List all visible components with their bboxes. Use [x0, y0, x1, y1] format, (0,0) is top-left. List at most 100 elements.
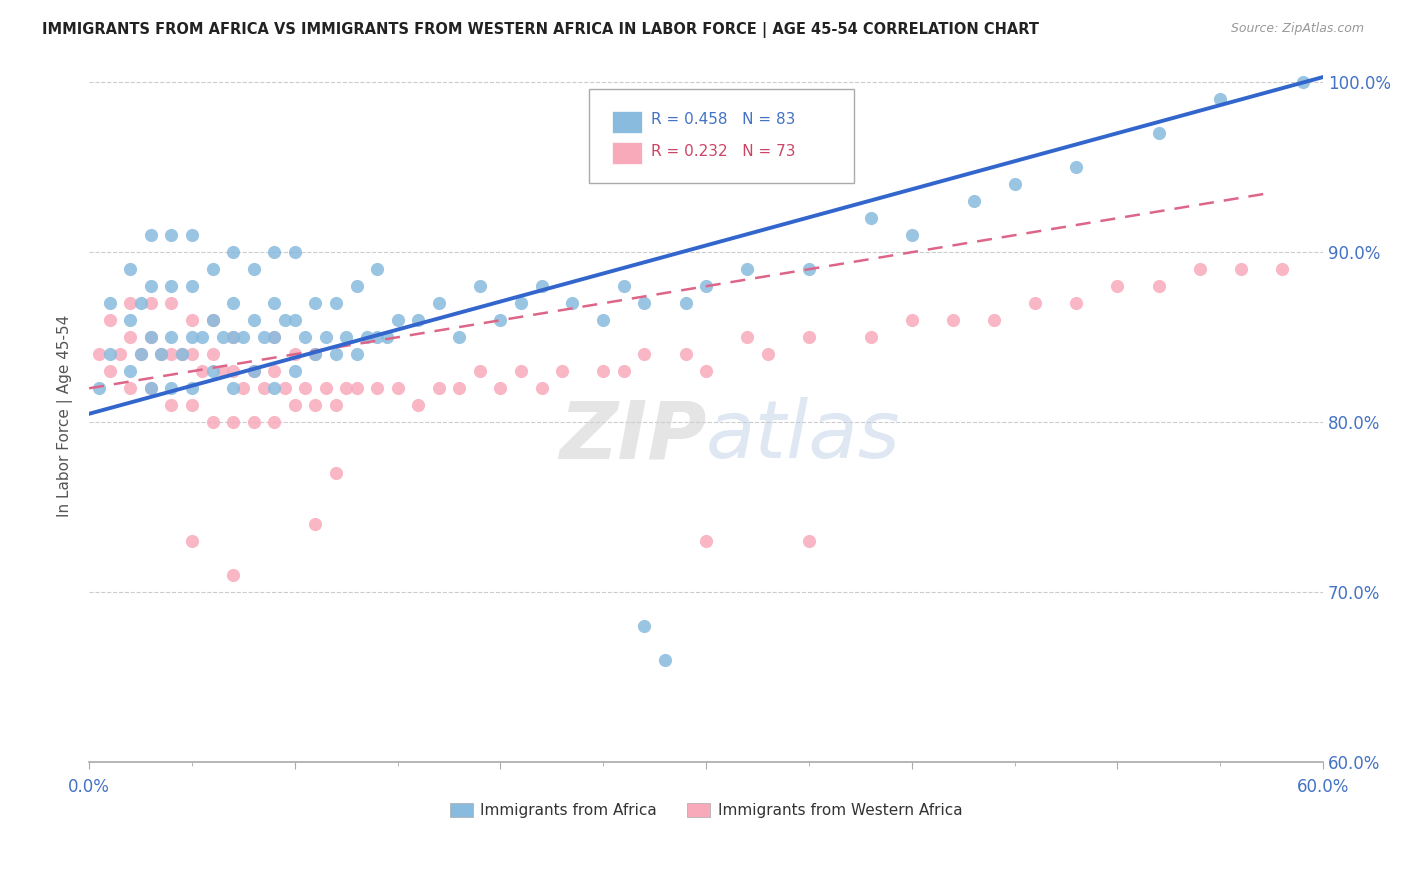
- Point: [695, 534, 717, 549]
- Point: [1066, 296, 1088, 310]
- Point: [304, 398, 326, 412]
- Point: [139, 381, 162, 395]
- Text: atlas: atlas: [706, 397, 901, 475]
- Point: [150, 347, 173, 361]
- Point: [191, 330, 214, 344]
- Legend: Immigrants from Africa, Immigrants from Western Africa: Immigrants from Africa, Immigrants from …: [443, 797, 969, 824]
- Point: [222, 568, 245, 582]
- Point: [633, 347, 655, 361]
- Point: [120, 330, 142, 344]
- Point: [387, 313, 409, 327]
- Point: [675, 347, 697, 361]
- Point: [160, 279, 183, 293]
- Point: [489, 381, 512, 395]
- Point: [294, 330, 316, 344]
- Point: [160, 296, 183, 310]
- Point: [263, 381, 285, 395]
- Point: [613, 279, 636, 293]
- Point: [181, 347, 204, 361]
- Point: [377, 330, 399, 344]
- Point: [346, 381, 368, 395]
- Point: [901, 228, 924, 243]
- Point: [1291, 75, 1313, 89]
- Text: R = 0.232   N = 73: R = 0.232 N = 73: [651, 145, 796, 160]
- Point: [335, 381, 357, 395]
- Point: [797, 330, 820, 344]
- Point: [139, 228, 162, 243]
- Point: [160, 228, 183, 243]
- Point: [510, 364, 533, 378]
- Point: [139, 279, 162, 293]
- Point: [695, 364, 717, 378]
- Point: [139, 330, 162, 344]
- Point: [242, 364, 264, 378]
- Point: [675, 296, 697, 310]
- Point: [242, 415, 264, 429]
- Point: [427, 296, 450, 310]
- Point: [510, 296, 533, 310]
- Point: [181, 279, 204, 293]
- Point: [201, 313, 224, 327]
- Y-axis label: In Labor Force | Age 45-54: In Labor Force | Age 45-54: [58, 314, 73, 516]
- Point: [530, 279, 553, 293]
- Point: [181, 381, 204, 395]
- Point: [654, 653, 676, 667]
- Point: [201, 313, 224, 327]
- Point: [304, 347, 326, 361]
- Point: [160, 347, 183, 361]
- Point: [129, 347, 152, 361]
- Point: [284, 398, 307, 412]
- Text: ZIP: ZIP: [558, 397, 706, 475]
- Point: [191, 364, 214, 378]
- Point: [366, 381, 388, 395]
- Point: [139, 296, 162, 310]
- Point: [325, 467, 347, 481]
- Point: [325, 347, 347, 361]
- Point: [1066, 160, 1088, 174]
- FancyBboxPatch shape: [589, 89, 855, 183]
- Point: [942, 313, 965, 327]
- Point: [222, 330, 245, 344]
- Point: [335, 330, 357, 344]
- Text: Source: ZipAtlas.com: Source: ZipAtlas.com: [1230, 22, 1364, 36]
- Point: [284, 347, 307, 361]
- Point: [222, 330, 245, 344]
- Point: [468, 279, 491, 293]
- Point: [406, 398, 429, 412]
- Point: [592, 364, 614, 378]
- Point: [1271, 262, 1294, 277]
- Point: [1107, 279, 1129, 293]
- Point: [253, 381, 276, 395]
- Point: [304, 347, 326, 361]
- Point: [129, 347, 152, 361]
- Point: [181, 534, 204, 549]
- Point: [561, 296, 583, 310]
- Point: [356, 330, 378, 344]
- Point: [1024, 296, 1046, 310]
- Point: [139, 381, 162, 395]
- Point: [449, 330, 471, 344]
- Point: [211, 330, 233, 344]
- Point: [222, 415, 245, 429]
- Point: [1147, 126, 1170, 140]
- Point: [468, 364, 491, 378]
- Point: [89, 347, 111, 361]
- Point: [797, 534, 820, 549]
- Point: [304, 517, 326, 532]
- Point: [325, 398, 347, 412]
- Point: [315, 381, 337, 395]
- Point: [120, 262, 142, 277]
- Point: [263, 330, 285, 344]
- Point: [120, 381, 142, 395]
- Point: [201, 415, 224, 429]
- Point: [294, 381, 316, 395]
- Point: [449, 381, 471, 395]
- Point: [129, 296, 152, 310]
- Point: [211, 364, 233, 378]
- Point: [489, 313, 512, 327]
- Point: [633, 296, 655, 310]
- Point: [530, 381, 553, 395]
- Point: [222, 381, 245, 395]
- Point: [1209, 92, 1232, 106]
- Point: [592, 313, 614, 327]
